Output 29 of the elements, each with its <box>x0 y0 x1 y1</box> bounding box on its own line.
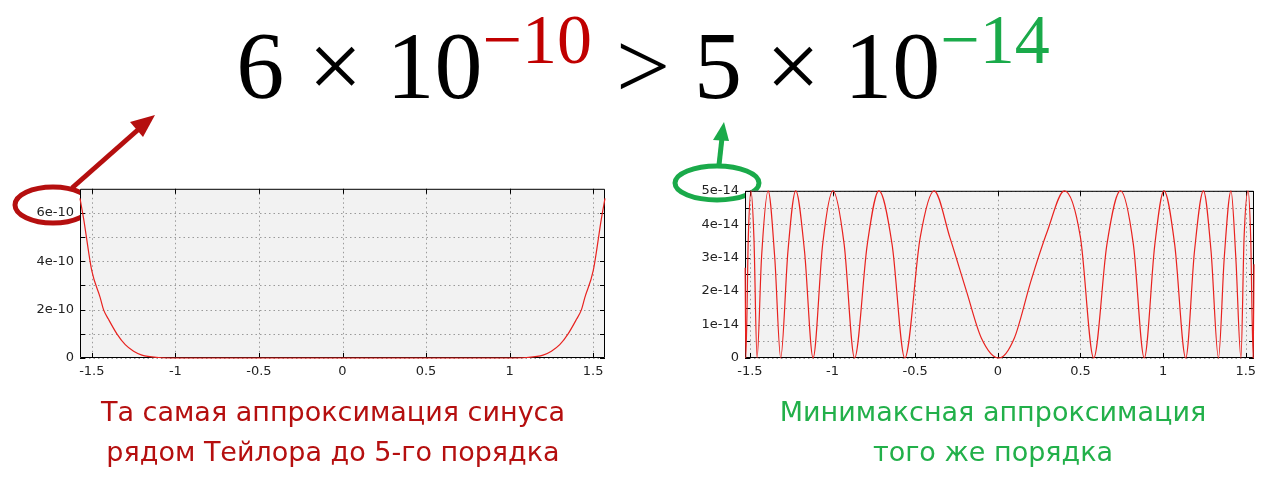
y-tick-label: 6e-10 <box>36 204 74 220</box>
x-tick-label: 0 <box>993 363 1002 379</box>
y-tick-label: 4e-14 <box>701 215 739 231</box>
line-series <box>744 190 1255 359</box>
x-tick-label: -1.5 <box>79 363 105 379</box>
x-tick-label: 1 <box>1158 363 1168 379</box>
x-tick-label: 0 <box>338 363 347 379</box>
x-tick-label: 1 <box>505 363 514 379</box>
y-tick-label: 2e-14 <box>701 282 739 298</box>
x-tick-label: 0.5 <box>415 363 437 379</box>
x-tick-label: -1 <box>168 363 182 379</box>
y-tick-label: 1e-14 <box>701 315 739 331</box>
x-tick-label: 1.5 <box>1235 363 1257 379</box>
text: Минимаксная аппроксимация того же порядка <box>778 395 1208 469</box>
x-tick-label: -0.5 <box>246 363 272 379</box>
y-tick-label: 3e-14 <box>701 249 739 265</box>
x-tick-label: -0.5 <box>902 363 928 379</box>
y-tick-label: 0 <box>65 349 74 365</box>
x-tick-label: -1.5 <box>737 363 763 379</box>
y-tick-label: 4e-10 <box>36 252 74 268</box>
chart-title: 6 × 10$^{−10}$ > 5 × 10$^{−14}$ <box>235 0 1051 121</box>
y-tick-label: 0 <box>730 349 739 365</box>
x-tick-label: 0.5 <box>1070 363 1091 379</box>
x-tick-label: 1.5 <box>582 363 604 379</box>
y-tick-label: 5e-14 <box>701 182 739 198</box>
y-tick-label: 2e-10 <box>36 301 74 317</box>
line-series <box>79 197 606 359</box>
text: Та самая аппроксимация синуса рядом Тейлора до 5-го порядка <box>99 395 566 469</box>
x-tick-label: -1 <box>826 363 840 379</box>
